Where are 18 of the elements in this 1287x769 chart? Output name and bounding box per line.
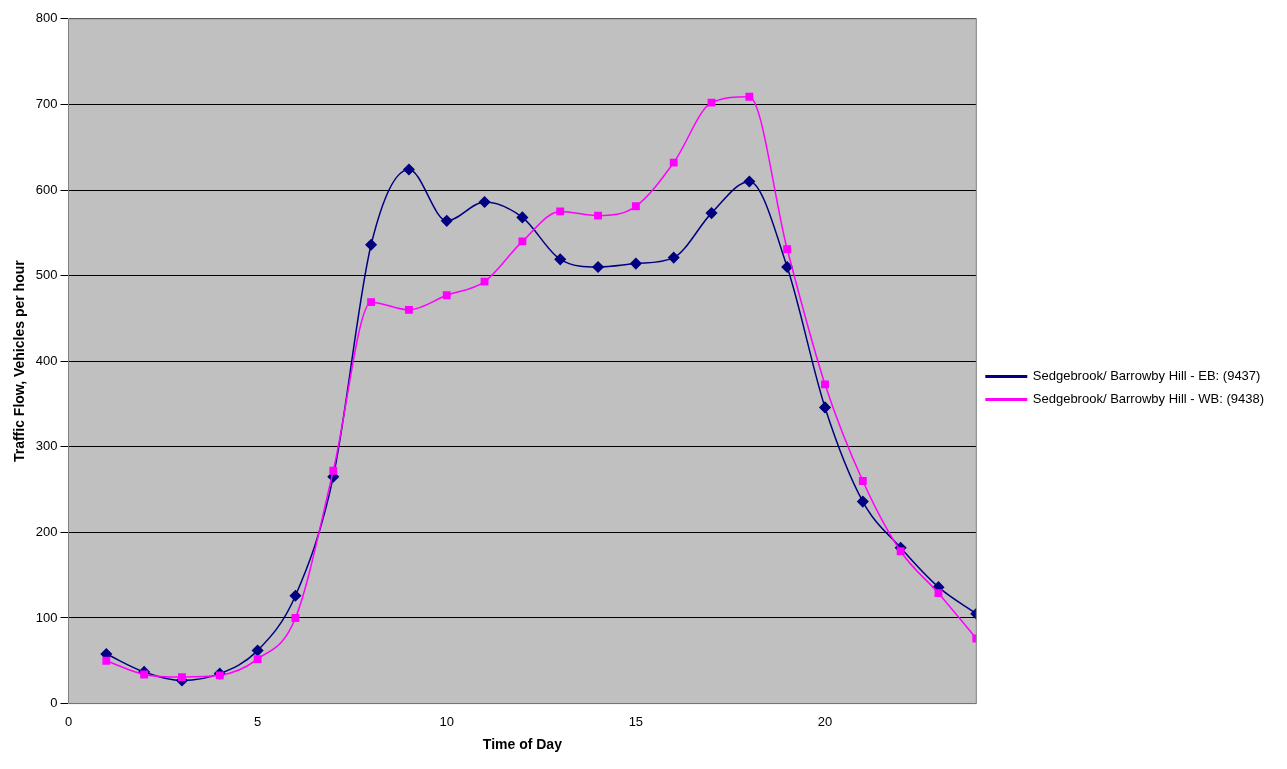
y-tick-label: 200: [35, 523, 58, 539]
y-tick-label: 700: [35, 95, 58, 111]
y-tick-label: 0: [50, 695, 58, 711]
y-tick-label: 800: [35, 10, 58, 26]
x-tick-label: 5: [254, 713, 262, 729]
y-tick-label: 300: [35, 438, 58, 454]
legend-label: Sedgebrook/ Barrowby Hill - EB: (9437): [1032, 368, 1261, 384]
y-tick-label: 100: [35, 609, 58, 625]
x-tick-label: 10: [439, 713, 454, 729]
y-axis-title: Traffic Flow, Vehicles per hour: [11, 259, 28, 463]
legend-label: Sedgebrook/ Barrowby Hill - WB: (9438): [1032, 391, 1264, 407]
y-tick-label: 500: [35, 267, 58, 283]
x-axis-title: Time of Day: [482, 736, 563, 753]
y-tick-label: 600: [35, 181, 58, 197]
y-tick-label: 400: [35, 352, 58, 368]
x-tick-label: 0: [64, 713, 73, 729]
x-tick-label: 15: [628, 713, 644, 729]
x-tick-label: 20: [817, 713, 833, 729]
